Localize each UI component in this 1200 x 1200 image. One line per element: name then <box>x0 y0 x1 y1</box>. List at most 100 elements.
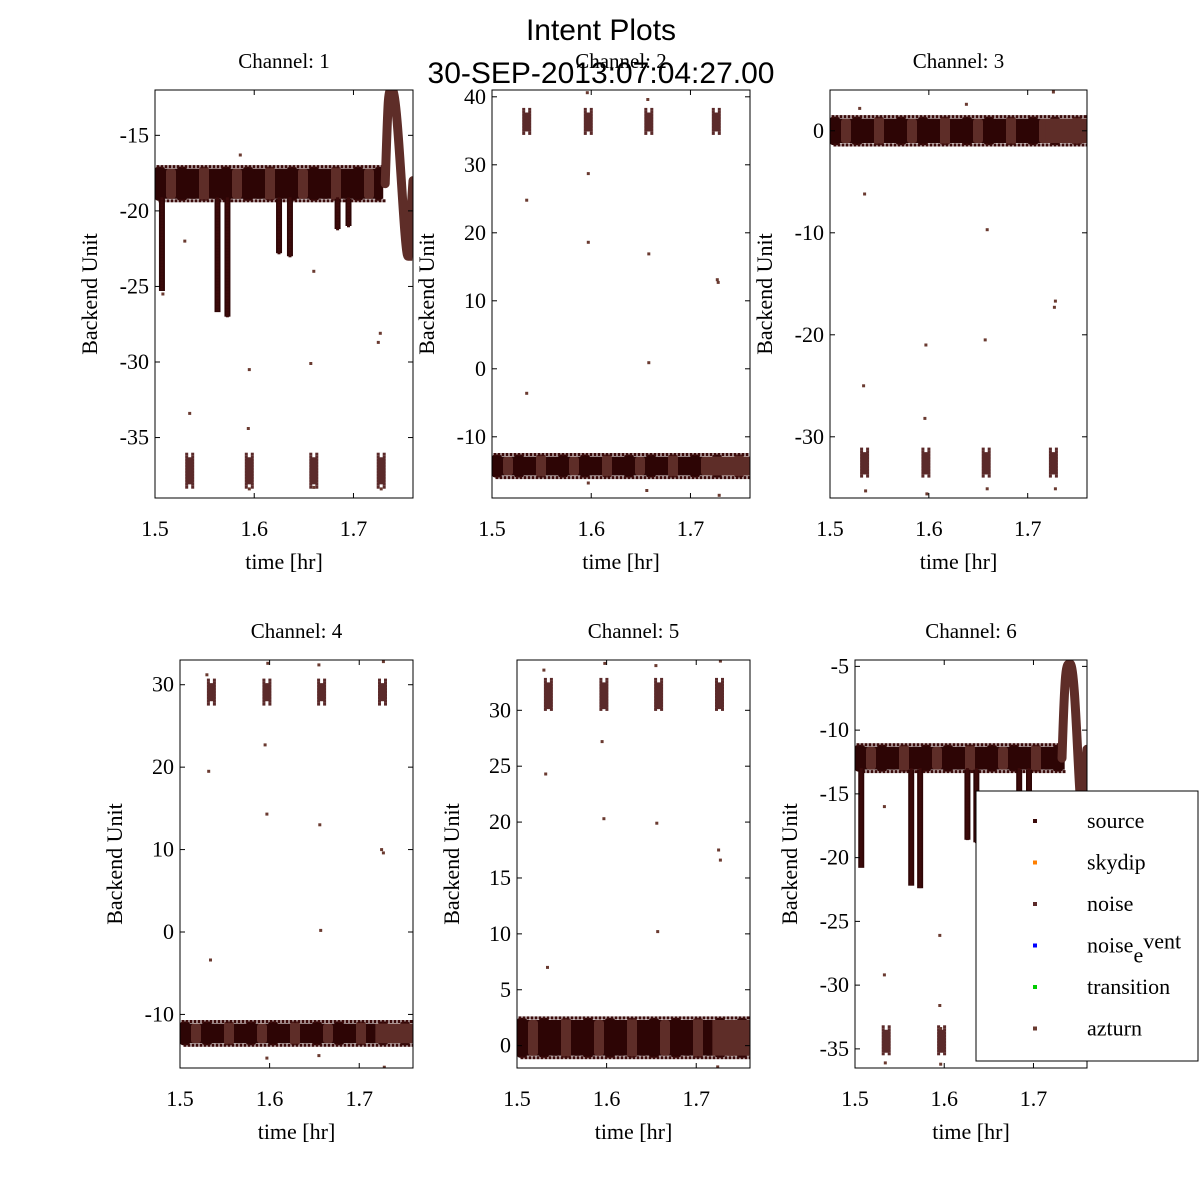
dip-point <box>918 882 922 886</box>
dip-point <box>288 200 292 204</box>
band-segment <box>907 118 917 144</box>
band-edge-point <box>189 1020 193 1023</box>
outlier-point <box>265 1056 269 1060</box>
band-edge-point <box>281 1020 285 1023</box>
dip-point <box>918 792 922 796</box>
band-segment <box>704 1019 714 1056</box>
band-edge-point <box>297 1020 301 1023</box>
noise-point <box>881 1031 885 1035</box>
band-edge-point <box>908 743 912 747</box>
band-edge-point <box>617 453 621 456</box>
band-edge-point <box>236 165 240 169</box>
band-edge-point <box>387 1043 391 1047</box>
dip-point <box>1017 771 1021 775</box>
band-segment <box>166 168 176 199</box>
noise-point <box>660 689 664 693</box>
noise-point <box>583 119 587 123</box>
band-edge-point <box>963 115 967 119</box>
noise-point <box>981 459 985 463</box>
noise-point <box>650 128 654 132</box>
dip-point <box>918 804 922 808</box>
noise-point <box>543 680 547 684</box>
band-edge-point <box>1077 143 1081 147</box>
outlier-point <box>319 928 323 932</box>
noise-point <box>721 698 724 702</box>
dip-point <box>909 849 913 853</box>
dip-point <box>160 233 164 237</box>
band-edge-point <box>736 1056 740 1060</box>
band-edge-point <box>700 1056 704 1060</box>
band-edge-point <box>515 476 519 480</box>
band-segment <box>367 1023 377 1044</box>
noise-point <box>644 107 648 111</box>
noise-point <box>937 1049 941 1053</box>
noise-point <box>644 119 648 123</box>
dip-point <box>160 206 164 210</box>
y-tick-label: -15 <box>120 122 149 147</box>
band-edge-point <box>678 1016 682 1020</box>
band-edge-point <box>180 165 184 169</box>
band-edge-point <box>1085 143 1087 147</box>
band-edge-point <box>875 115 879 119</box>
band-segment <box>1017 118 1027 144</box>
plot-frame <box>829 89 1088 499</box>
band-segment <box>528 1019 538 1056</box>
noise-point <box>650 122 654 126</box>
y-tick-label: 5 <box>500 977 511 1002</box>
noise-point <box>315 452 319 456</box>
dip-point <box>277 242 281 246</box>
band-edge-point <box>170 199 174 203</box>
dip-point <box>225 200 229 204</box>
outlier-point <box>645 489 649 492</box>
band-edge-point <box>1034 770 1038 774</box>
noise-point <box>987 462 991 466</box>
noise-point <box>660 680 664 684</box>
noise-point <box>543 692 547 696</box>
noise-point <box>323 687 327 691</box>
band-edge-point <box>735 476 739 480</box>
band-edge-point <box>589 453 593 456</box>
dip-point <box>859 774 863 778</box>
band-edge-point <box>929 143 933 147</box>
dip-point <box>909 795 913 799</box>
band-edge-point <box>537 453 541 456</box>
noise-point <box>981 453 985 457</box>
noise-point <box>660 698 664 702</box>
band-edge-point <box>321 1020 325 1023</box>
band-edge-point <box>197 1020 201 1023</box>
dip-point <box>1017 780 1021 784</box>
noise-point <box>583 116 587 120</box>
noise-point <box>866 447 870 451</box>
band-edge-point <box>856 743 860 747</box>
dip-point <box>965 777 969 781</box>
noise-point <box>660 704 664 708</box>
dip-point <box>288 221 292 225</box>
dip-point <box>160 287 164 291</box>
band-edge-point <box>323 1043 327 1047</box>
noise-point <box>185 455 189 459</box>
noise-point <box>315 482 319 486</box>
noise-point <box>522 110 526 114</box>
dip-point <box>918 870 922 874</box>
band-edge-point <box>658 1016 662 1020</box>
dip-point <box>225 284 229 288</box>
noise-point <box>605 686 609 690</box>
panel-title: Channel: 1 <box>238 49 330 73</box>
band-edge-point <box>630 1016 634 1020</box>
band-edge-point <box>919 115 923 119</box>
band-edge-point <box>924 743 928 747</box>
noise-point <box>543 704 547 708</box>
noise-point <box>715 695 718 699</box>
band-segment <box>1006 116 1016 146</box>
band-edge-point <box>743 476 747 480</box>
band-edge-point <box>689 453 693 456</box>
dip-point <box>859 777 863 781</box>
band-edge-point <box>330 199 334 203</box>
dip-point <box>225 239 229 243</box>
band-segment <box>342 168 352 199</box>
dip-point <box>1027 768 1031 772</box>
band-edge-point <box>194 199 198 203</box>
dip-point <box>225 254 229 258</box>
band-segment <box>290 1021 300 1046</box>
band-edge-point <box>694 1016 698 1020</box>
